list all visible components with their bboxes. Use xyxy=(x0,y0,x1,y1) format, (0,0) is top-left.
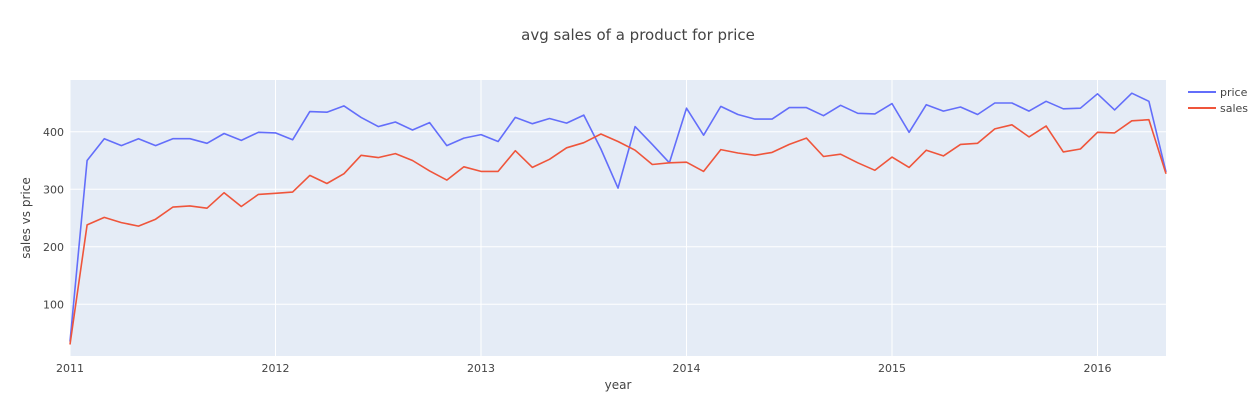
x-tick-label: 2014 xyxy=(673,362,701,375)
legend-label-sales: sales xyxy=(1220,102,1248,115)
series-line-sales xyxy=(69,118,1167,345)
y-tick-labels: 100 200 300 400 xyxy=(43,126,64,312)
x-tick-labels: 2011 2012 2013 2014 2015 2016 xyxy=(56,362,1112,375)
y-tick-label: 400 xyxy=(43,126,64,139)
x-tick-label: 2015 xyxy=(878,362,906,375)
series-line-price xyxy=(69,92,1167,342)
legend-label-price: price xyxy=(1220,86,1248,99)
y-tick-label: 300 xyxy=(43,183,64,196)
x-tick-label: 2011 xyxy=(56,362,84,375)
y-tick-label: 100 xyxy=(43,298,64,311)
x-tick-label: 2013 xyxy=(467,362,495,375)
x-axis-title: year xyxy=(605,378,632,392)
x-tick-label: 2012 xyxy=(262,362,290,375)
series-lines xyxy=(69,92,1167,345)
legend: price sales xyxy=(1188,86,1248,115)
grid-lines xyxy=(69,80,1166,356)
chart-title: avg sales of a product for price xyxy=(521,26,755,44)
y-tick-label: 200 xyxy=(43,241,64,254)
plot-background xyxy=(70,80,1166,356)
y-axis-title: sales vs price xyxy=(19,177,33,258)
x-tick-label: 2016 xyxy=(1084,362,1112,375)
